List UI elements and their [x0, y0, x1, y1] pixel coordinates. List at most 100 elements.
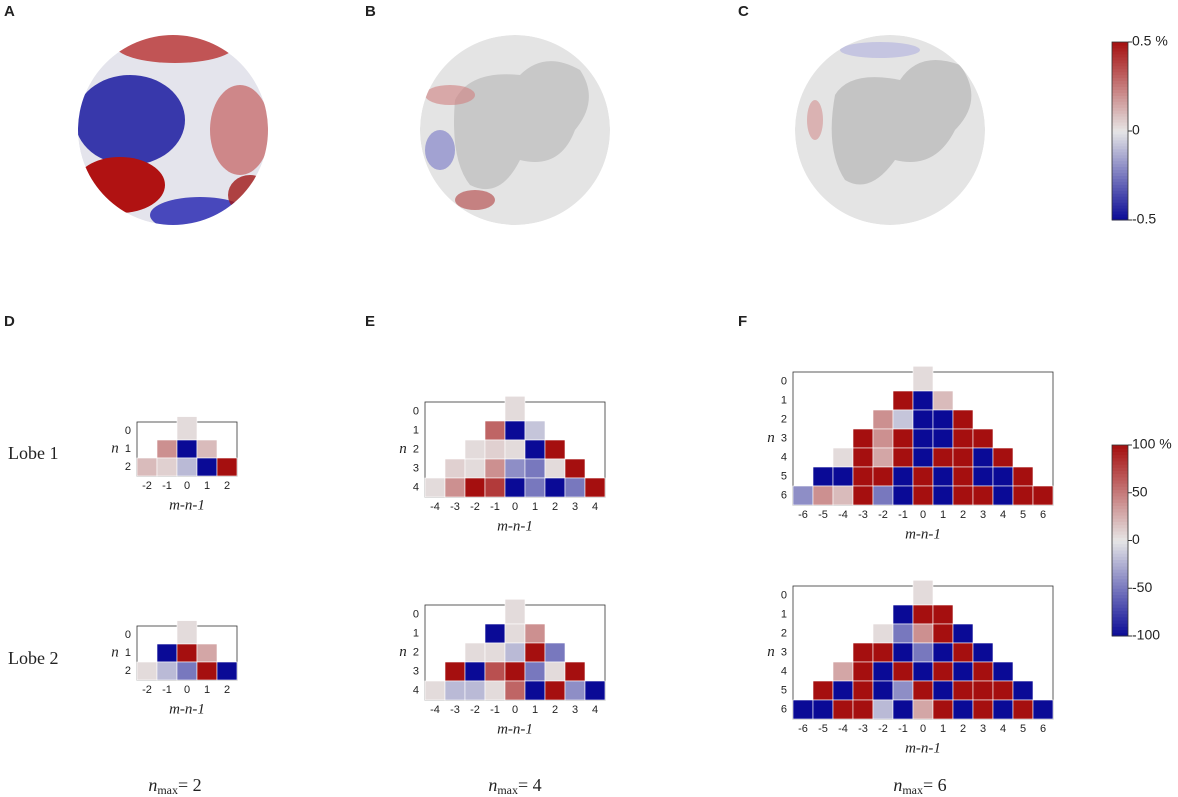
colorbar-segment [1112, 154, 1128, 159]
heatmap-cell [852, 485, 874, 506]
heatmap-cell [952, 699, 974, 720]
heatmap-cell [524, 661, 546, 682]
x-tick-label: -4 [838, 509, 848, 521]
heatmap-cell [952, 661, 974, 682]
colorbar-segment [1112, 594, 1128, 599]
y-tick-label: 0 [125, 629, 131, 641]
colorbar-segment [1112, 588, 1128, 592]
colorbar-segment [1112, 521, 1128, 526]
heatmap-cell [444, 661, 466, 682]
colorbar-segment [1112, 92, 1128, 96]
heatmap-cell [932, 680, 954, 701]
heatmap-cell [992, 699, 1014, 720]
colorbar-segment [1112, 489, 1128, 494]
y-tick-label: 4 [413, 481, 419, 493]
panel-letter: A [4, 3, 15, 20]
heatmap-cell [176, 439, 198, 459]
y-tick-label: 4 [413, 684, 419, 696]
x-tick-label: 2 [960, 509, 966, 521]
colorbar-segment [1112, 527, 1128, 532]
heatmap-cell [484, 680, 506, 701]
x-tick-label: 0 [512, 501, 518, 513]
x-tick-label: -3 [858, 723, 868, 735]
colorbar-segment [1112, 119, 1128, 123]
heatmap-cell [1012, 466, 1034, 487]
x-tick-label: -1 [490, 501, 500, 513]
heatmap-cell [852, 428, 874, 449]
heatmap-cell [992, 680, 1014, 701]
heatmap-cell [544, 458, 566, 479]
heatmap-cell [812, 699, 834, 720]
colorbar-segment [1112, 470, 1128, 475]
heatmap-cell [912, 642, 934, 663]
heatmap-cell [912, 623, 934, 644]
x-tick-label: -1 [898, 509, 908, 521]
nmax-label: nmax= 4 [488, 775, 541, 797]
heatmap-cell [464, 661, 486, 682]
y-axis-label: n [399, 441, 407, 457]
colorbar-segment [1112, 495, 1128, 500]
heatmap-cell [892, 642, 914, 663]
heatmap-cell [932, 390, 954, 411]
colorbar-segment [1112, 199, 1128, 203]
colorbar-segment [1112, 511, 1128, 516]
heatmap-cell [872, 466, 894, 487]
colorbar-segment [1112, 467, 1128, 471]
heatmap-cell [972, 428, 994, 449]
colorbar-segment [1112, 50, 1128, 55]
colorbar-segment [1112, 632, 1128, 637]
x-axis-label: m-n-1 [169, 497, 205, 513]
colorbar-segment [1112, 499, 1128, 503]
colorbar-segment [1112, 572, 1128, 577]
heatmap-cell [504, 598, 526, 625]
colorbar-segment [1112, 131, 1128, 135]
heatmap-cell [136, 457, 158, 477]
colorbar-segment [1112, 445, 1128, 449]
heatmap-cell [444, 680, 466, 701]
heatmap-cell [872, 447, 894, 468]
heatmap-cell [792, 485, 814, 506]
heatmap-cell [832, 661, 854, 682]
y-tick-label: 2 [125, 461, 131, 473]
sphere-c [795, 35, 985, 225]
heatmap-cell [444, 477, 466, 498]
colorbar-segment [1112, 74, 1128, 79]
colorbar-segment [1112, 543, 1128, 548]
y-tick-label: 4 [781, 451, 787, 463]
heatmap-cell [524, 458, 546, 479]
x-tick-label: 3 [572, 501, 578, 513]
nmax-subscript: max [902, 783, 923, 797]
heatmap-cell [484, 642, 506, 663]
heatmap-cell [892, 466, 914, 487]
x-tick-label: -2 [142, 684, 152, 696]
heatmap-cell [216, 457, 238, 477]
heatmap-cell [544, 661, 566, 682]
heatmap-cell [932, 623, 954, 644]
heatmap-cell [932, 428, 954, 449]
colorbar-segment [1112, 98, 1128, 102]
y-tick-label: 1 [781, 394, 787, 406]
heatmap-cell [484, 439, 506, 460]
colorbar-tick-label: 50 [1132, 483, 1148, 499]
heatmap-cell [524, 420, 546, 441]
colorbar-segment [1112, 562, 1128, 567]
heatmap-cell [832, 466, 854, 487]
heatmap-cell [952, 642, 974, 663]
heatmap-cell [136, 661, 158, 681]
colorbar-segment [1112, 190, 1128, 194]
heatmap-cell [196, 643, 218, 663]
x-tick-label: -6 [798, 509, 808, 521]
heatmap-cell [852, 447, 874, 468]
heatmap-cell [932, 604, 954, 625]
heatmap-cell [932, 447, 954, 468]
x-tick-label: -3 [450, 501, 460, 513]
heatmap-cell [872, 661, 894, 682]
heatmap-cell [464, 439, 486, 460]
x-tick-label: 1 [940, 509, 946, 521]
x-tick-label: -3 [450, 704, 460, 716]
heatmap-cell [1012, 680, 1034, 701]
x-tick-label: -4 [838, 723, 848, 735]
heatmap-cell [932, 642, 954, 663]
colorbar-segment [1112, 80, 1128, 85]
